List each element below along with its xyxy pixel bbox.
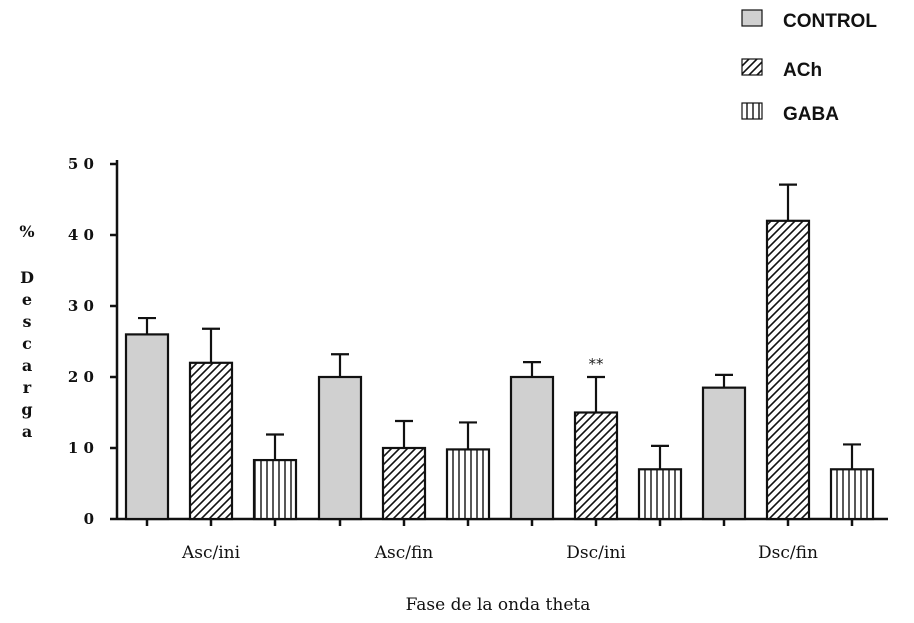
bar	[573, 411, 619, 521]
y-axis-label-letter: a	[22, 422, 32, 441]
y-tick-label-50: 5 0	[68, 155, 94, 173]
x-axis-title: Fase de la onda theta	[406, 595, 591, 615]
x-category-labels: Asc/ini Asc/fin Dsc/ini Dsc/fin	[181, 543, 818, 563]
x-category-label: Asc/fin	[374, 543, 434, 563]
y-tick-label-10: 1 0	[68, 439, 94, 457]
bar	[829, 468, 875, 521]
legend-swatch-control	[741, 9, 763, 27]
legend-label-control: CONTROL	[783, 11, 877, 32]
y-axis-label-letter: D	[20, 268, 34, 287]
y-axis-label-letter: g	[21, 400, 32, 419]
bars	[124, 183, 875, 521]
legend-swatch-gaba	[741, 102, 763, 120]
y-tick-labels: 0 1 0 2 0 3 0 4 0 5 0	[68, 155, 94, 528]
x-ticks	[145, 519, 854, 526]
y-axis-label-letter: r	[23, 378, 32, 397]
x-category-label: Dsc/ini	[566, 543, 626, 563]
x-category-label: Dsc/fin	[758, 543, 818, 563]
bar	[124, 333, 170, 521]
legend-swatch-ach	[741, 58, 763, 76]
bar	[637, 468, 683, 521]
y-axis-label-letter: a	[22, 356, 32, 375]
significance-annotation: **	[589, 355, 605, 373]
annotations: **	[589, 355, 605, 373]
legend-label-ach: ACh	[783, 60, 822, 81]
y-axis-label-percent: %	[19, 222, 34, 241]
y-tick-label-30: 3 0	[68, 297, 94, 315]
y-axis-label-letter: c	[22, 334, 32, 353]
y-tick-label-0: 0	[84, 510, 94, 528]
bar	[509, 375, 555, 521]
bar	[381, 446, 427, 521]
legend: CONTROL ACh GABA	[741, 9, 877, 125]
bar	[765, 219, 811, 521]
x-category-label: Asc/ini	[181, 543, 241, 563]
bar	[445, 448, 491, 521]
y-axis-label-letter: e	[22, 290, 32, 309]
bar	[701, 386, 747, 521]
y-tick-label-20: 2 0	[68, 368, 94, 386]
bar	[252, 458, 298, 521]
y-axis-label: % D e s c a r g a	[19, 222, 34, 441]
y-ticks	[110, 162, 117, 521]
y-tick-label-40: 4 0	[68, 226, 94, 244]
y-axis-label-letter: s	[22, 312, 31, 331]
legend-label-gaba: GABA	[783, 104, 839, 125]
bar	[188, 361, 234, 521]
bar	[317, 375, 363, 521]
